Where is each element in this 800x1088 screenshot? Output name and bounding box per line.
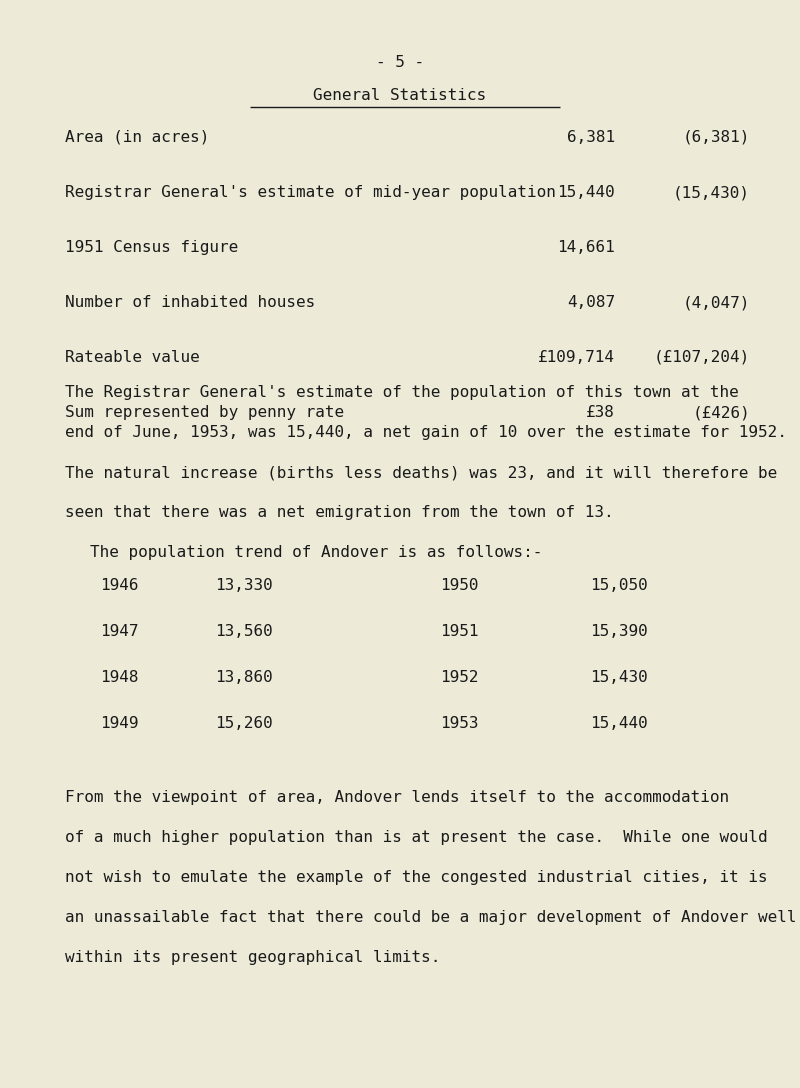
Text: of a much higher population than is at present the case.  While one would: of a much higher population than is at p… bbox=[65, 830, 768, 845]
Text: 1949: 1949 bbox=[100, 716, 138, 731]
Text: 1948: 1948 bbox=[100, 670, 138, 685]
Text: (15,430): (15,430) bbox=[673, 185, 750, 200]
Text: From the viewpoint of area, Andover lends itself to the accommodation: From the viewpoint of area, Andover lend… bbox=[65, 790, 729, 805]
Text: The population trend of Andover is as follows:-: The population trend of Andover is as fo… bbox=[90, 545, 542, 560]
Text: 15,050: 15,050 bbox=[590, 578, 648, 593]
Text: Registrar General's estimate of mid-year population: Registrar General's estimate of mid-year… bbox=[65, 185, 556, 200]
Text: (£107,204): (£107,204) bbox=[654, 350, 750, 364]
Text: 6,381: 6,381 bbox=[567, 129, 615, 145]
Text: within its present geographical limits.: within its present geographical limits. bbox=[65, 950, 440, 965]
Text: 15,440: 15,440 bbox=[558, 185, 615, 200]
Text: 13,560: 13,560 bbox=[215, 625, 273, 639]
Text: 15,260: 15,260 bbox=[215, 716, 273, 731]
Text: £109,714: £109,714 bbox=[538, 350, 615, 364]
Text: (6,381): (6,381) bbox=[682, 129, 750, 145]
Text: 14,661: 14,661 bbox=[558, 240, 615, 255]
Text: 1953: 1953 bbox=[440, 716, 478, 731]
Text: 15,430: 15,430 bbox=[590, 670, 648, 685]
Text: seen that there was a net emigration from the town of 13.: seen that there was a net emigration fro… bbox=[65, 505, 614, 520]
Text: The natural increase (births less deaths) was 23, and it will therefore be: The natural increase (births less deaths… bbox=[65, 465, 778, 480]
Text: Rateable value: Rateable value bbox=[65, 350, 200, 364]
Text: 13,860: 13,860 bbox=[215, 670, 273, 685]
Text: 15,390: 15,390 bbox=[590, 625, 648, 639]
Text: 1950: 1950 bbox=[440, 578, 478, 593]
Text: an unassailable fact that there could be a major development of Andover well: an unassailable fact that there could be… bbox=[65, 910, 797, 925]
Text: Sum represented by penny rate: Sum represented by penny rate bbox=[65, 405, 344, 420]
Text: Number of inhabited houses: Number of inhabited houses bbox=[65, 295, 315, 310]
Text: 1946: 1946 bbox=[100, 578, 138, 593]
Text: Area (in acres): Area (in acres) bbox=[65, 129, 210, 145]
Text: General Statistics: General Statistics bbox=[314, 88, 486, 103]
Text: £38: £38 bbox=[586, 405, 615, 420]
Text: 13,330: 13,330 bbox=[215, 578, 273, 593]
Text: The Registrar General's estimate of the population of this town at the: The Registrar General's estimate of the … bbox=[65, 385, 738, 400]
Text: (£426): (£426) bbox=[692, 405, 750, 420]
Text: end of June, 1953, was 15,440, a net gain of 10 over the estimate for 1952.: end of June, 1953, was 15,440, a net gai… bbox=[65, 425, 787, 440]
Text: 4,087: 4,087 bbox=[567, 295, 615, 310]
Text: 1952: 1952 bbox=[440, 670, 478, 685]
Text: 15,440: 15,440 bbox=[590, 716, 648, 731]
Text: - 5 -: - 5 - bbox=[376, 55, 424, 70]
Text: (4,047): (4,047) bbox=[682, 295, 750, 310]
Text: 1951: 1951 bbox=[440, 625, 478, 639]
Text: 1951 Census figure: 1951 Census figure bbox=[65, 240, 238, 255]
Text: not wish to emulate the example of the congested industrial cities, it is: not wish to emulate the example of the c… bbox=[65, 870, 768, 885]
Text: 1947: 1947 bbox=[100, 625, 138, 639]
